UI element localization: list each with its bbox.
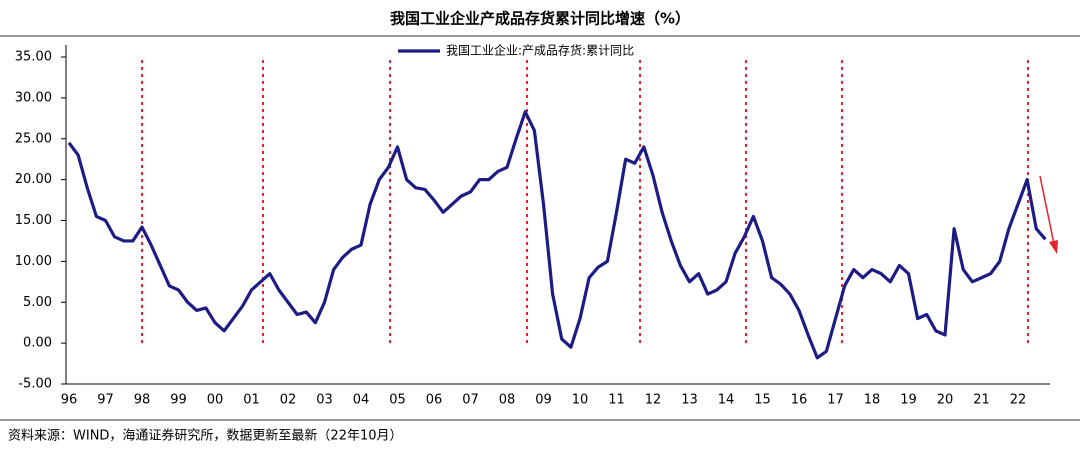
- x-tick-label: 18: [864, 393, 881, 408]
- x-tick-label: 12: [645, 393, 662, 408]
- x-tick-label: 10: [572, 393, 589, 408]
- x-tick-label: 97: [97, 393, 114, 408]
- x-tick-label: 96: [61, 393, 78, 408]
- event-lines: [141, 60, 1029, 345]
- y-tick-label: 5.00: [23, 295, 52, 310]
- x-tick-label: 07: [462, 393, 479, 408]
- x-tick-label: 01: [243, 393, 260, 408]
- y-tick-label: 25.00: [15, 131, 52, 146]
- source-note: 资料来源：WIND，海通证券研究所，数据更新至最新（22年10月）: [8, 428, 403, 444]
- arrow-head: [1049, 240, 1058, 254]
- x-tick-label: 05: [389, 393, 406, 408]
- x-tick-label: 19: [900, 393, 917, 408]
- x-tick-label: 99: [170, 393, 187, 408]
- x-tick-label: 20: [937, 393, 954, 408]
- y-tick-label: 35.00: [15, 50, 52, 65]
- x-tick-label: 08: [499, 393, 516, 408]
- trend-arrow: [1039, 175, 1058, 254]
- x-tick-label: 22: [1010, 393, 1027, 408]
- x-tick-label: 98: [134, 393, 151, 408]
- x-tick-label: 16: [791, 393, 808, 408]
- chart-title: 我国工业企业产成品存货累计同比增速（%）: [390, 10, 690, 28]
- x-tick-label: 06: [426, 393, 443, 408]
- y-tick-label: 10.00: [15, 254, 52, 269]
- x-tick-label: 02: [280, 393, 297, 408]
- x-tick-label: 00: [207, 393, 224, 408]
- y-tick-label: 0.00: [23, 336, 52, 351]
- x-tick-label: 03: [316, 393, 333, 408]
- x-tick-label: 04: [353, 393, 370, 408]
- x-tick-label: 13: [681, 393, 698, 408]
- x-tick-label: 21: [973, 393, 990, 408]
- x-tick-label: 17: [827, 393, 844, 408]
- series-line: [67, 110, 1047, 360]
- x-tick-label: 09: [535, 393, 552, 408]
- y-tick-label: 20.00: [15, 172, 52, 187]
- arrow-shaft: [1039, 175, 1055, 245]
- y-tick-label: 30.00: [15, 90, 52, 105]
- x-tick-label: 11: [608, 393, 625, 408]
- x-tick-label: 14: [718, 393, 735, 408]
- y-tick-label: 15.00: [15, 213, 52, 228]
- x-tick-label: 15: [754, 393, 771, 408]
- y-tick-label: -5.00: [18, 377, 52, 392]
- legend-label: 我国工业企业:产成品存货:累计同比: [446, 43, 634, 58]
